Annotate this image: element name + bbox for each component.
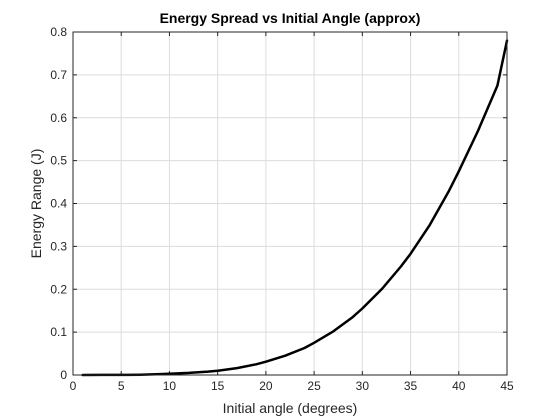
y-axis-label: Energy Range (J) — [28, 149, 44, 259]
y-tick-label: 0.1 — [50, 325, 67, 339]
axis-ticks: 0 5 10 15 20 25 30 35 40 45 0 0.1 0.2 0.3 0.4 0.5 0.6 0.7… — [50, 25, 514, 393]
y-tick-label: 0.2 — [50, 282, 67, 296]
chart-title: Energy Spread vs Initial Angle (approx) — [160, 10, 421, 26]
y-tick-label: 0.4 — [50, 197, 67, 211]
x-tick-label: 5 — [118, 379, 125, 393]
x-tick-label: 0 — [70, 379, 77, 393]
x-tick-label: 10 — [163, 379, 177, 393]
plot-frame — [72, 31, 508, 376]
grid-lines — [73, 32, 507, 375]
x-tick-label: 20 — [259, 379, 273, 393]
x-tick-label: 35 — [404, 379, 418, 393]
y-tick-label: 0.3 — [50, 239, 67, 253]
x-tick-label: 25 — [307, 379, 321, 393]
x-axis-label: Initial angle (degrees) — [223, 400, 358, 416]
x-tick-label: 30 — [356, 379, 370, 393]
x-tick-label: 45 — [500, 379, 514, 393]
series-layer — [81, 39, 509, 377]
y-tick-label: 0 — [60, 368, 67, 382]
y-tick-label: 0.5 — [50, 154, 67, 168]
x-tick-label: 40 — [452, 379, 466, 393]
y-tick-label: 0.6 — [50, 111, 67, 125]
y-tick-label: 0.7 — [50, 68, 67, 82]
x-tick-label: 15 — [211, 379, 225, 393]
y-tick-label: 0.8 — [50, 25, 67, 39]
series-line — [81, 39, 509, 377]
